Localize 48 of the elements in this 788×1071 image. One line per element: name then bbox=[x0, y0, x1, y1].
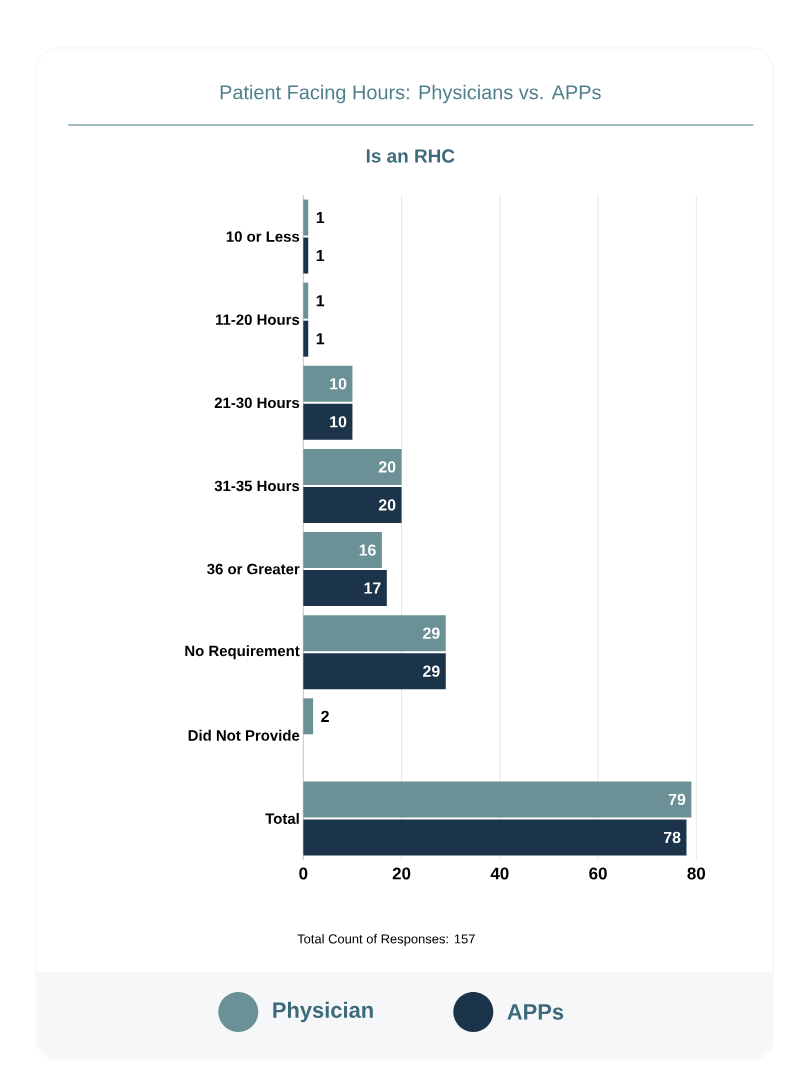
bar bbox=[303, 653, 446, 690]
x-tick-label: 40 bbox=[490, 867, 509, 880]
y-tick-label: 31-35 Hours bbox=[214, 480, 299, 492]
data-label: 29 bbox=[422, 665, 440, 677]
bar bbox=[303, 448, 402, 485]
y-tick-label: 11-20 Hours bbox=[215, 314, 299, 325]
data-label: 79 bbox=[668, 793, 686, 806]
data-label: 29 bbox=[422, 627, 440, 639]
bar bbox=[303, 282, 309, 319]
bar bbox=[303, 237, 309, 274]
y-tick-label: Did Not Provide bbox=[188, 729, 300, 741]
y-tick-label: 21-30 Hours bbox=[214, 397, 299, 409]
y-tick-label: 10 or Less bbox=[226, 231, 300, 242]
chart-subtitle: Is an RHC bbox=[366, 149, 455, 163]
bar bbox=[303, 615, 446, 652]
bar bbox=[303, 320, 309, 357]
bar bbox=[303, 781, 692, 818]
y-tick-label: 36 or Greater bbox=[206, 563, 300, 575]
data-label: 20 bbox=[378, 499, 396, 511]
data-label: 10 bbox=[330, 378, 347, 390]
legend-label: Physician bbox=[273, 1001, 373, 1023]
bar bbox=[303, 532, 382, 569]
bar bbox=[303, 698, 313, 735]
y-tick-label: Total bbox=[265, 812, 299, 824]
text: Total Count of Responses: 157 bbox=[297, 933, 475, 947]
data-label: 1 bbox=[316, 250, 325, 262]
bar bbox=[303, 819, 687, 856]
bar bbox=[303, 199, 309, 236]
bar bbox=[303, 403, 353, 440]
data-label: 2 bbox=[321, 710, 329, 722]
chart-title: Patient Facing Hours: Physicians vs. APPs bbox=[220, 84, 601, 104]
y-tick-label: No Requirement bbox=[185, 645, 300, 660]
x-tick-label: 20 bbox=[392, 867, 411, 880]
data-label: 1 bbox=[316, 295, 325, 307]
data-label: 78 bbox=[663, 831, 681, 844]
data-label: 1 bbox=[316, 333, 325, 345]
data-label: 16 bbox=[359, 544, 376, 556]
bar bbox=[303, 570, 387, 607]
x-tick-label: 0 bbox=[299, 867, 308, 880]
x-tick-label: 80 bbox=[687, 867, 705, 880]
data-label: 1 bbox=[316, 212, 325, 224]
data-label: 20 bbox=[378, 461, 396, 473]
data-label: 17 bbox=[364, 582, 381, 594]
bar bbox=[303, 486, 402, 523]
legend-label: APPs bbox=[507, 1004, 564, 1020]
x-tick-label: 60 bbox=[589, 867, 607, 880]
data-label: 10 bbox=[330, 416, 347, 428]
bar bbox=[303, 365, 353, 402]
